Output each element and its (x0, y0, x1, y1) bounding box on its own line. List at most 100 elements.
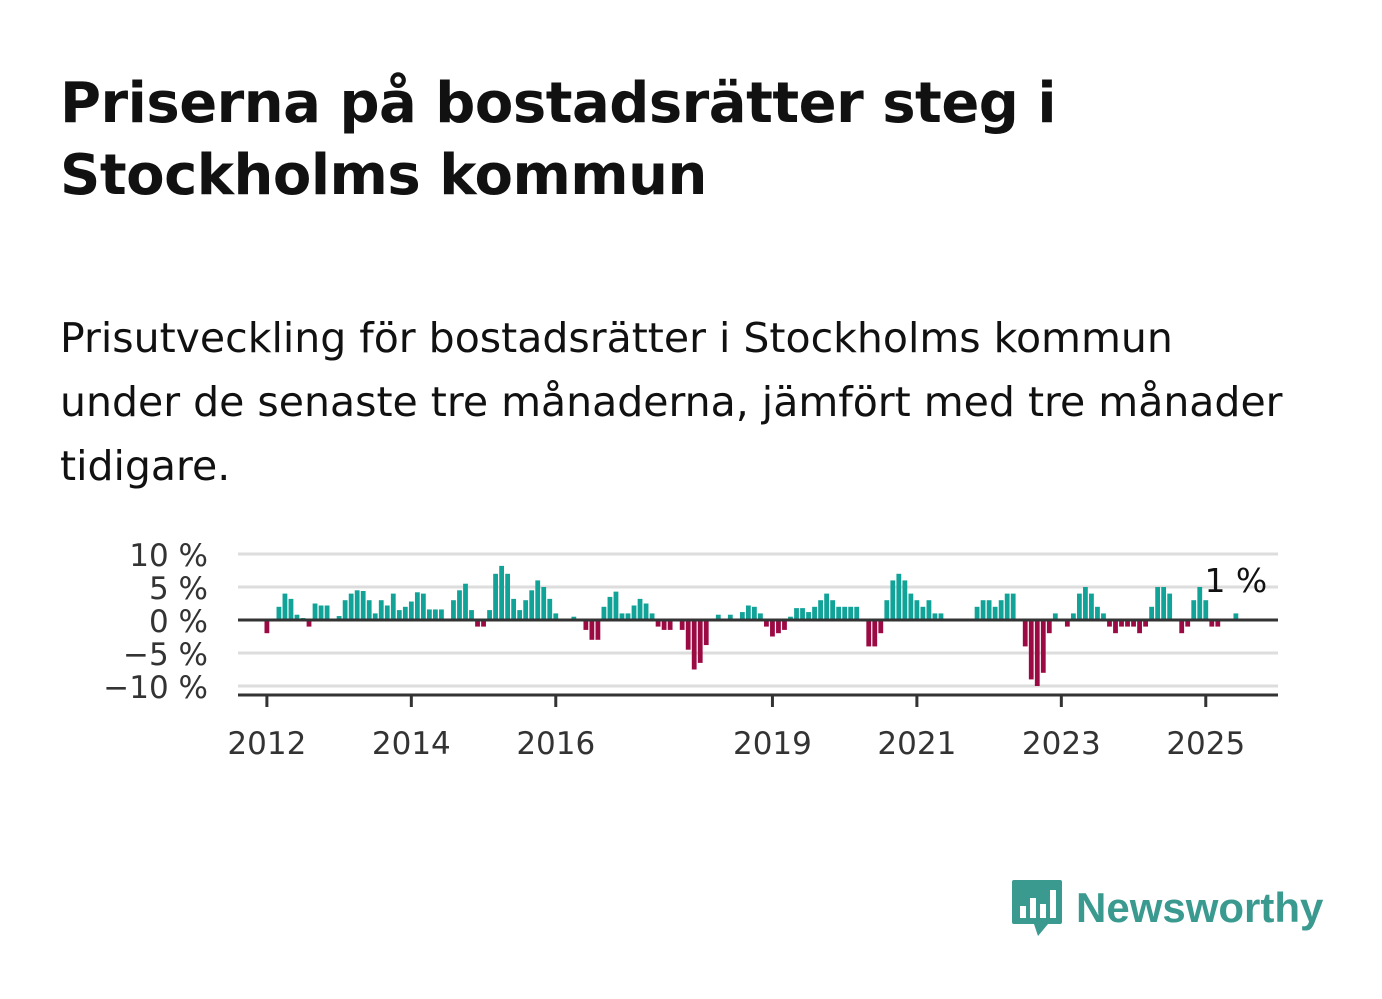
bar (366, 600, 372, 620)
bar (1209, 620, 1215, 627)
bar (908, 593, 914, 620)
bar (854, 606, 860, 620)
bar (1179, 620, 1185, 634)
bar (390, 593, 396, 620)
bar (414, 592, 420, 620)
newsworthy-logo: Newsworthy (1010, 878, 1323, 938)
bar (523, 600, 529, 620)
x-tick-label: 2025 (1166, 726, 1245, 762)
bar (1143, 620, 1148, 627)
bar (1161, 587, 1167, 620)
bar (589, 620, 595, 640)
bar (1137, 620, 1142, 634)
bar (631, 605, 637, 620)
bar (776, 620, 781, 634)
bar (1052, 613, 1058, 620)
bar (1233, 613, 1239, 620)
bar (1185, 620, 1191, 627)
bar (902, 580, 908, 620)
bar (511, 598, 517, 620)
bar-chart-speech-bubble-icon (1012, 880, 1062, 936)
bar (487, 610, 492, 620)
y-tick-label: 0 % (149, 604, 208, 640)
bar (1064, 620, 1070, 627)
bar (896, 573, 902, 620)
bar (667, 620, 673, 630)
bar (1089, 593, 1094, 620)
bar (932, 613, 938, 620)
bar (408, 601, 414, 620)
bar (571, 616, 577, 620)
bar (1107, 620, 1112, 627)
bar (1149, 606, 1155, 620)
bar (541, 587, 547, 620)
bar (1083, 587, 1088, 620)
bar (1004, 593, 1010, 620)
bar (354, 590, 360, 620)
x-axis-labels: 2012 2014 2016 2019 2021 2023 2025 (227, 695, 1245, 762)
x-tick-label: 2016 (516, 726, 595, 762)
bar (535, 580, 541, 620)
x-tick-label: 2019 (733, 726, 812, 762)
bar (348, 593, 354, 620)
bar (553, 613, 559, 620)
bar (1203, 600, 1209, 620)
bar (764, 620, 769, 627)
bar (625, 613, 631, 620)
y-tick-label: −5 % (123, 637, 208, 673)
bar (324, 605, 330, 620)
bar (866, 620, 872, 647)
bar (306, 620, 312, 627)
bar (402, 606, 408, 620)
bar (926, 600, 932, 620)
bar (294, 614, 300, 620)
bar (613, 591, 619, 620)
bar (619, 613, 625, 620)
bar (1167, 593, 1173, 620)
bar (505, 573, 511, 620)
bar (679, 620, 685, 630)
bar (1040, 620, 1046, 673)
bar-series (264, 565, 1239, 686)
x-tick-label: 2014 (372, 726, 451, 762)
bar (1131, 620, 1136, 627)
grid-lines (238, 552, 1278, 688)
bar (439, 609, 444, 620)
y-tick-label: 5 % (149, 571, 208, 607)
bar (517, 610, 523, 620)
bar (457, 590, 462, 620)
bar (1070, 613, 1076, 620)
bar (878, 620, 884, 634)
bar (800, 608, 805, 620)
bar (1125, 620, 1130, 627)
bar (782, 620, 787, 630)
bar (661, 620, 667, 630)
bar (372, 613, 378, 620)
bar (420, 593, 426, 620)
bar (914, 600, 920, 620)
bar (601, 606, 607, 620)
bar (992, 606, 998, 620)
bar (938, 613, 944, 620)
bar (739, 612, 745, 620)
bar (1197, 587, 1203, 620)
bar (469, 610, 474, 620)
y-axis-labels: 10 %5 %0 %−5 %−10 % (103, 538, 208, 706)
bar (890, 580, 896, 620)
bar (426, 609, 432, 620)
bar (1034, 620, 1040, 686)
chart-subtitle: Prisutveckling för bostadsrätter i Stock… (60, 314, 1283, 490)
bar (1119, 620, 1124, 627)
bar (986, 600, 992, 620)
bar (812, 606, 817, 620)
bar (703, 620, 709, 646)
bar (318, 605, 324, 620)
bar (433, 609, 438, 620)
bar (276, 606, 282, 620)
bar (872, 620, 878, 647)
bar (499, 565, 505, 620)
bar (342, 600, 348, 620)
bar (583, 620, 589, 630)
bar (1010, 593, 1016, 620)
bar (715, 614, 721, 620)
